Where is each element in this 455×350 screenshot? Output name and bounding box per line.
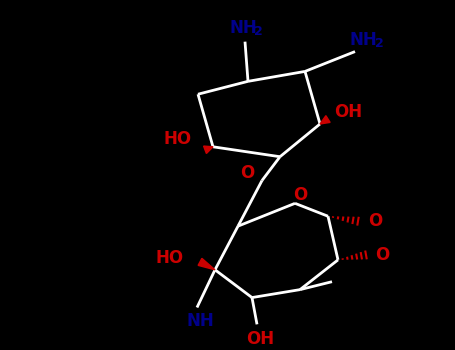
- Text: O: O: [368, 212, 382, 230]
- Text: O: O: [375, 246, 389, 264]
- Text: 2: 2: [253, 25, 263, 38]
- Text: O: O: [240, 163, 254, 182]
- Text: OH: OH: [246, 330, 274, 348]
- Text: 2: 2: [374, 37, 384, 50]
- Text: HO: HO: [156, 249, 184, 267]
- Polygon shape: [198, 258, 215, 270]
- Polygon shape: [320, 116, 330, 124]
- Text: NH: NH: [349, 31, 377, 49]
- Text: HO: HO: [164, 130, 192, 148]
- Text: NH: NH: [186, 312, 214, 330]
- Text: OH: OH: [334, 103, 362, 121]
- Text: NH: NH: [229, 19, 257, 37]
- Polygon shape: [203, 146, 213, 154]
- Text: O: O: [293, 187, 307, 204]
